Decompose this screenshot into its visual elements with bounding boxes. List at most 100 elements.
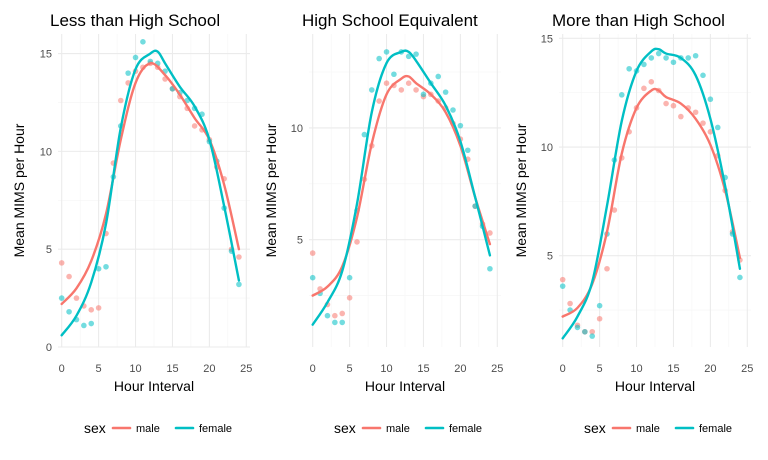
data-point-female — [125, 70, 131, 76]
data-point-male — [332, 312, 338, 319]
data-point-female — [457, 122, 464, 129]
data-point-male — [567, 300, 573, 307]
panel-2: 0 5 10 15 20 25 5 10 Hour Interval Mean MIMS per … — [263, 11, 503, 436]
y-tick-label: 10 — [40, 146, 52, 158]
panel-1: 0 5 10 15 20 25 0 5 10 15 Hour Interval Mean MIMS p… — [11, 11, 252, 436]
panel-title: More than High School — [552, 11, 725, 30]
data-point-female — [589, 333, 596, 339]
legend-label-female: female — [199, 423, 232, 435]
data-point-female — [66, 308, 72, 315]
x-axis-title: Hour Interval — [615, 378, 695, 394]
data-point-female — [405, 53, 412, 60]
x-tick-label: 5 — [96, 363, 102, 375]
data-point-male — [604, 265, 610, 272]
data-point-male — [692, 109, 699, 116]
x-axis-title: Hour Interval — [114, 378, 194, 394]
data-point-female — [700, 72, 706, 79]
data-point-male — [596, 315, 603, 322]
y-tick-label: 0 — [46, 342, 52, 354]
data-point-female — [324, 312, 331, 319]
data-point-male — [88, 307, 95, 313]
x-tick-label: 0 — [59, 363, 65, 375]
data-point-female — [737, 274, 743, 281]
data-point-female — [368, 87, 375, 93]
data-point-female — [648, 55, 655, 61]
legend-label-male: male — [636, 423, 660, 435]
data-point-female — [596, 302, 603, 309]
data-point-female — [670, 59, 677, 66]
data-point-female — [339, 319, 346, 326]
data-point-female — [487, 265, 493, 272]
data-point-female — [140, 39, 146, 45]
data-point-male — [383, 80, 390, 86]
data-point-female — [663, 55, 669, 61]
panel-title: Less than High School — [50, 11, 220, 30]
data-point-male — [236, 254, 242, 260]
y-tick-label: 15 — [40, 49, 52, 61]
x-tick-label: 5 — [347, 363, 353, 375]
data-point-female — [81, 322, 87, 329]
data-point-female — [132, 54, 139, 61]
data-point-female — [655, 50, 662, 57]
x-tick-label: 0 — [560, 363, 566, 375]
x-tick-label: 15 — [166, 363, 178, 375]
legend-title: sex — [84, 420, 106, 436]
data-point-male — [405, 80, 412, 86]
data-point-female — [692, 52, 699, 59]
data-point-male — [648, 79, 655, 85]
legend-title: sex — [584, 420, 606, 436]
data-point-female — [95, 265, 102, 272]
data-point-female — [435, 73, 442, 80]
data-point-female — [88, 320, 95, 327]
data-point-female — [574, 324, 581, 331]
x-tick-label: 10 — [129, 363, 141, 375]
legend-label-male: male — [386, 423, 410, 435]
data-point-female — [376, 55, 382, 62]
y-tick-label: 15 — [541, 33, 553, 45]
data-point-female — [58, 295, 65, 301]
legend: sex male female — [84, 420, 232, 436]
x-tick-label: 20 — [704, 363, 716, 375]
data-point-female — [641, 61, 647, 68]
data-point-female — [383, 49, 390, 55]
data-point-male — [339, 310, 346, 317]
smooth-line-male — [60, 62, 241, 306]
data-point-male — [589, 328, 596, 335]
x-tick-label: 10 — [630, 363, 642, 375]
y-tick-label: 5 — [46, 244, 52, 256]
data-point-female — [361, 131, 368, 138]
smooth-line-male — [311, 74, 492, 297]
x-tick-label: 25 — [240, 363, 252, 375]
data-point-male — [117, 97, 124, 104]
legend: sex male female — [584, 420, 732, 436]
data-point-female — [464, 147, 471, 154]
data-point-female — [707, 96, 714, 103]
smooth-line-female — [311, 49, 492, 326]
data-point-male — [354, 239, 360, 245]
x-tick-label: 20 — [454, 363, 466, 375]
data-point-female — [714, 124, 721, 131]
data-point-male — [559, 276, 566, 283]
data-point-female — [559, 283, 566, 289]
data-point-male — [309, 250, 316, 256]
data-point-male — [58, 260, 65, 266]
legend-title: sex — [334, 420, 356, 436]
y-axis-title: Mean MIMS per Hour — [513, 123, 529, 257]
data-point-male — [95, 305, 102, 311]
data-point-female — [236, 281, 242, 288]
data-point-male — [678, 113, 684, 120]
data-point-female — [450, 107, 456, 113]
data-point-male — [663, 100, 669, 107]
x-tick-label: 15 — [667, 363, 679, 375]
data-point-male — [707, 129, 714, 135]
data-point-male — [376, 98, 382, 104]
x-tick-label: 0 — [310, 363, 316, 375]
legend-label-female: female — [699, 423, 732, 435]
data-point-male — [398, 87, 405, 93]
data-point-female — [626, 65, 632, 72]
y-axis-title: Mean MIMS per Hour — [263, 123, 279, 257]
legend-label-female: female — [449, 423, 482, 435]
y-tick-label: 5 — [547, 251, 553, 263]
